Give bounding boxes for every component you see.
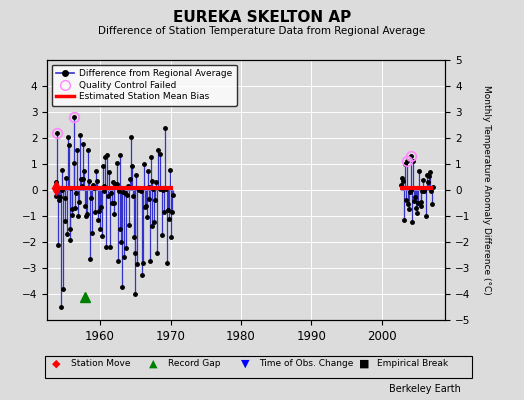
Y-axis label: Monthly Temperature Anomaly Difference (°C): Monthly Temperature Anomaly Difference (… [482, 85, 490, 295]
Text: Berkeley Earth: Berkeley Earth [389, 384, 461, 394]
Text: ▲: ▲ [149, 359, 158, 369]
Text: Record Gap: Record Gap [168, 360, 220, 368]
Text: ▼: ▼ [241, 359, 249, 369]
Text: EUREKA SKELTON AP: EUREKA SKELTON AP [173, 10, 351, 25]
Text: Empirical Break: Empirical Break [377, 360, 449, 368]
Text: ■: ■ [359, 359, 369, 369]
Text: ◆: ◆ [52, 359, 61, 369]
Text: Difference of Station Temperature Data from Regional Average: Difference of Station Temperature Data f… [99, 26, 425, 36]
Text: Station Move: Station Move [71, 360, 130, 368]
Text: Time of Obs. Change: Time of Obs. Change [259, 360, 354, 368]
Legend: Difference from Regional Average, Quality Control Failed, Estimated Station Mean: Difference from Regional Average, Qualit… [52, 64, 236, 106]
